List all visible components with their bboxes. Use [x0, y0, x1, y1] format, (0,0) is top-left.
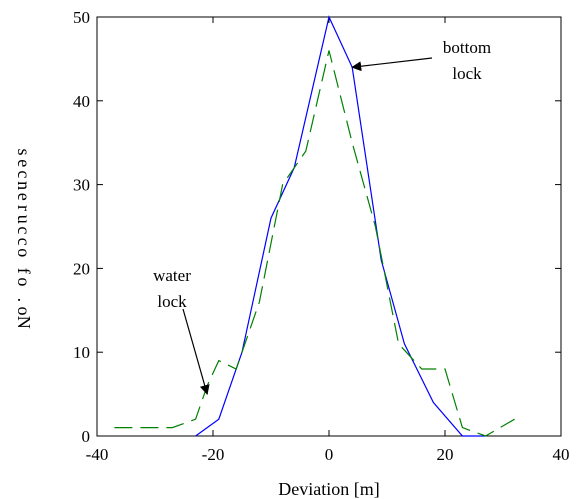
x-tick-label: -20 — [202, 445, 225, 464]
y-axis-label-glyph: e — [14, 159, 34, 167]
y-axis-label-glyph: c — [14, 226, 34, 234]
y-axis-label-glyph: f — [14, 268, 34, 274]
y-axis-label-glyph: u — [14, 215, 34, 224]
x-axis-label: Deviation [m] — [278, 479, 379, 499]
y-tick-label: 50 — [73, 8, 90, 27]
y-axis-label-glyph: o — [14, 307, 34, 316]
annotations: bottom lock water lock — [153, 38, 491, 396]
y-axis-label-glyph: e — [14, 193, 34, 201]
y-axis-label-glyph: r — [14, 205, 34, 211]
axis-ticks: -40 -20 0 20 40 0 10 20 30 40 50 — [73, 8, 570, 464]
annotation-text: lock — [452, 64, 482, 83]
annotation-arrow — [351, 57, 433, 72]
y-axis-label-glyph: o — [14, 277, 34, 286]
series-line-0 — [195, 15, 486, 437]
x-tick-label: 20 — [437, 445, 454, 464]
annotation-text: water — [153, 266, 191, 285]
annotation-arrow — [182, 308, 210, 396]
y-axis-label-glyph: o — [14, 248, 34, 257]
annotation-text: bottom — [443, 38, 491, 57]
plot-area-frame — [96, 16, 562, 437]
y-tick-label: 10 — [73, 343, 90, 362]
y-axis-label-glyph: c — [14, 170, 34, 178]
y-axis-label-glyph: . — [14, 298, 34, 303]
x-tick-label: -40 — [86, 445, 109, 464]
x-tick-label: 0 — [325, 445, 334, 464]
annotation-text: lock — [157, 292, 187, 311]
y-axis-label-glyph: c — [14, 238, 34, 246]
y-tick-label: 40 — [73, 92, 90, 111]
y-tick-label: 20 — [73, 259, 90, 278]
y-axis-label-glyph: s — [14, 148, 34, 155]
y-tick-label: 30 — [73, 176, 90, 195]
series-line-1 — [114, 50, 515, 437]
x-tick-label: 40 — [553, 445, 570, 464]
y-tick-label: 0 — [82, 427, 91, 446]
y-axis-label-glyph: n — [14, 181, 34, 190]
y-axis-label-glyph: N — [14, 316, 34, 329]
